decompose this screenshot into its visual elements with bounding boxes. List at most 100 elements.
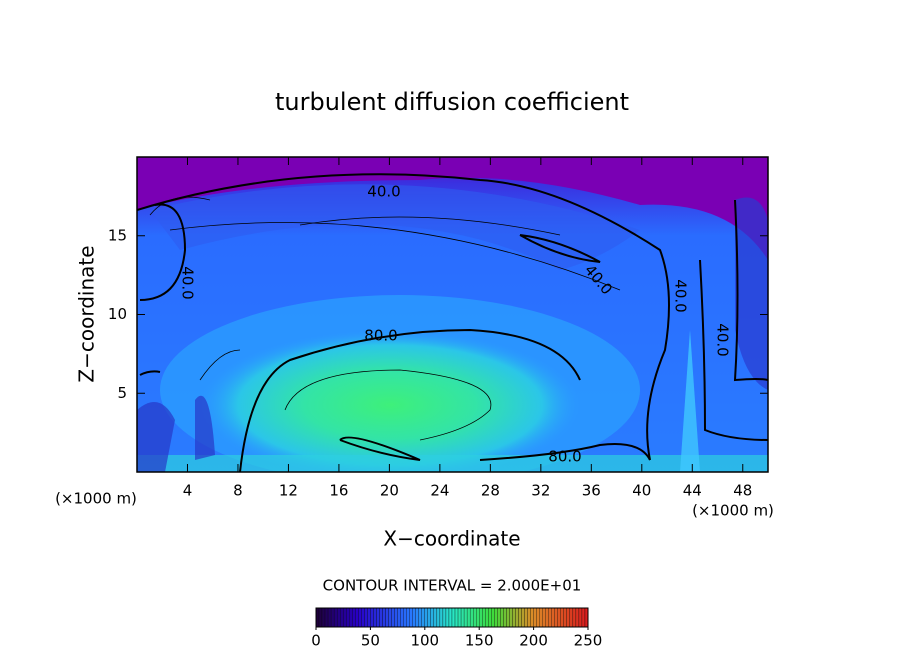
colorbar-cell: [500, 607, 504, 628]
x-unit-label: (×1000 m): [692, 502, 774, 520]
colorbar-cell: [403, 607, 407, 628]
colorbar-cell: [439, 607, 444, 628]
colorbar-cell: [527, 607, 531, 628]
colorbar-tick-label: 0: [311, 632, 321, 650]
colorbar-cell: [424, 607, 428, 628]
colorbar-cell: [578, 607, 583, 628]
colorbar-cell: [566, 607, 571, 628]
colorbar-cell: [454, 607, 459, 628]
y-unit-label: (×1000 m): [55, 490, 137, 508]
contour-label: 40.0: [367, 183, 400, 201]
colorbar-cell: [397, 607, 401, 628]
colorbar-cell: [448, 607, 453, 628]
colorbar-cell: [494, 607, 498, 628]
colorbar-cell: [400, 607, 404, 628]
contour-label: 80.0: [364, 327, 397, 345]
colorbar-cell: [542, 607, 546, 628]
y-tick-label: 10: [108, 305, 127, 323]
colorbar-cell: [488, 607, 492, 628]
colorbar-frame: [315, 607, 589, 628]
x-tick-label: 12: [279, 482, 298, 500]
colorbar-tick-label: 100: [410, 632, 439, 650]
colorbar-cell: [560, 607, 564, 628]
x-tick-label: 24: [430, 482, 449, 500]
colorbar-cell: [318, 607, 323, 628]
x-tick-label: 48: [733, 482, 752, 500]
colorbar-cell: [497, 607, 501, 628]
colorbar-cell: [530, 607, 534, 628]
colorbar-cell: [442, 607, 447, 628]
colorbar-cell: [427, 607, 431, 628]
x-tick-label: 20: [380, 482, 399, 500]
colorbar-cell: [421, 607, 425, 628]
x-tick-label: 44: [683, 482, 702, 500]
colorbar-cell: [340, 607, 344, 628]
colorbar-tick-label: 200: [519, 632, 548, 650]
colorbar-cell: [581, 607, 586, 628]
colorbar-cell: [539, 607, 543, 628]
colorbar-cell: [385, 607, 389, 628]
colorbar-cell: [466, 607, 471, 628]
colorbar-cell: [327, 607, 332, 628]
colorbar-cell: [512, 607, 516, 628]
contour-label: 40.0: [672, 279, 690, 312]
y-tick-label: 15: [108, 226, 127, 244]
x-tick-label: 16: [329, 482, 348, 500]
contour-label: 40.0: [714, 323, 732, 356]
colorbar-cell: [391, 607, 395, 628]
colorbar-cell: [457, 607, 462, 628]
y-axis-label: Z−coordinate: [75, 245, 99, 382]
colorbar-cell: [346, 607, 350, 628]
colorbar-cell: [376, 607, 380, 628]
colorbar-cell: [485, 607, 489, 628]
colorbar-cell: [451, 607, 456, 628]
colorbar-cell: [321, 607, 326, 628]
colorbar-tick-label: 150: [465, 632, 494, 650]
colorbar-cell: [343, 607, 347, 628]
contour-label: 40.0: [179, 266, 197, 299]
colorbar-cell: [463, 607, 468, 628]
colorbar-cell: [361, 607, 365, 628]
colorbar-cell: [575, 607, 580, 628]
colorbar-cell: [364, 607, 368, 628]
colorbar-cell: [418, 607, 422, 628]
x-tick-label: 32: [531, 482, 550, 500]
colorbar-cell: [330, 607, 335, 628]
x-tick-label: 40: [632, 482, 651, 500]
colorbar-cell: [572, 607, 577, 628]
colorbar-cell: [533, 607, 537, 628]
colorbar-cell: [412, 607, 416, 628]
colorbar-cell: [554, 607, 558, 628]
colorbar-cell: [358, 607, 362, 628]
colorbar-cell: [515, 607, 519, 628]
colorbar-cell: [460, 607, 465, 628]
colorbar-cell: [473, 607, 477, 628]
colorbar-cell: [433, 607, 438, 628]
colorbar-tick-label: 250: [574, 632, 603, 650]
colorbar-cell: [337, 607, 341, 628]
colorbar-cell: [379, 607, 383, 628]
colorbar-cell: [370, 607, 374, 628]
x-tick-label: 28: [481, 482, 500, 500]
contour-field: [137, 157, 768, 472]
colorbar-cell: [521, 607, 525, 628]
y-tick-label: 5: [117, 384, 127, 402]
colorbar-cell: [506, 607, 510, 628]
colorbar-cell: [482, 607, 486, 628]
colorbar-tick-label: 50: [361, 632, 380, 650]
colorbar-cell: [409, 607, 413, 628]
colorbar-cell: [388, 607, 392, 628]
contour-interval: CONTOUR INTERVAL = 2.000E+01: [323, 577, 582, 595]
colorbar-cell: [367, 607, 371, 628]
colorbar-cell: [563, 607, 567, 628]
colorbar-cell: [491, 607, 495, 628]
colorbar-cell: [536, 607, 540, 628]
colorbar-cell: [415, 607, 419, 628]
colorbar-cell: [445, 607, 450, 628]
x-tick-label: 8: [233, 482, 243, 500]
colorbar-cell: [333, 607, 338, 628]
colorbar-cell: [476, 607, 480, 628]
chart-title: turbulent diffusion coefficient: [275, 88, 629, 116]
colorbar-cell: [509, 607, 513, 628]
